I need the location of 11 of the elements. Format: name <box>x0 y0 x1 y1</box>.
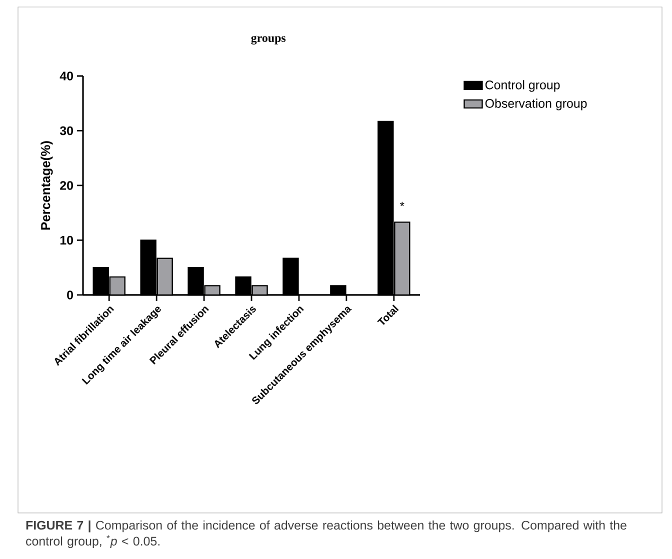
legend-label: Observation group <box>485 98 587 110</box>
y-tick-label: 20 <box>60 181 73 190</box>
legend-label: Control group <box>485 80 560 92</box>
y-tick-label: 40 <box>60 72 73 80</box>
y-tick-label: 0 <box>67 290 73 300</box>
chart-title: groups <box>251 36 286 44</box>
y-tick-label: 30 <box>60 126 73 136</box>
text: FIGURE 7 | Comparison of the incidence of adverse reactions between the two groups. Compared with the control group, $^{*}$p < 0.05. <box>26 520 626 548</box>
y-axis-title: Percentage(%) <box>40 141 53 230</box>
annotation: * <box>400 202 404 206</box>
y-tick-label: 10 <box>60 236 73 245</box>
